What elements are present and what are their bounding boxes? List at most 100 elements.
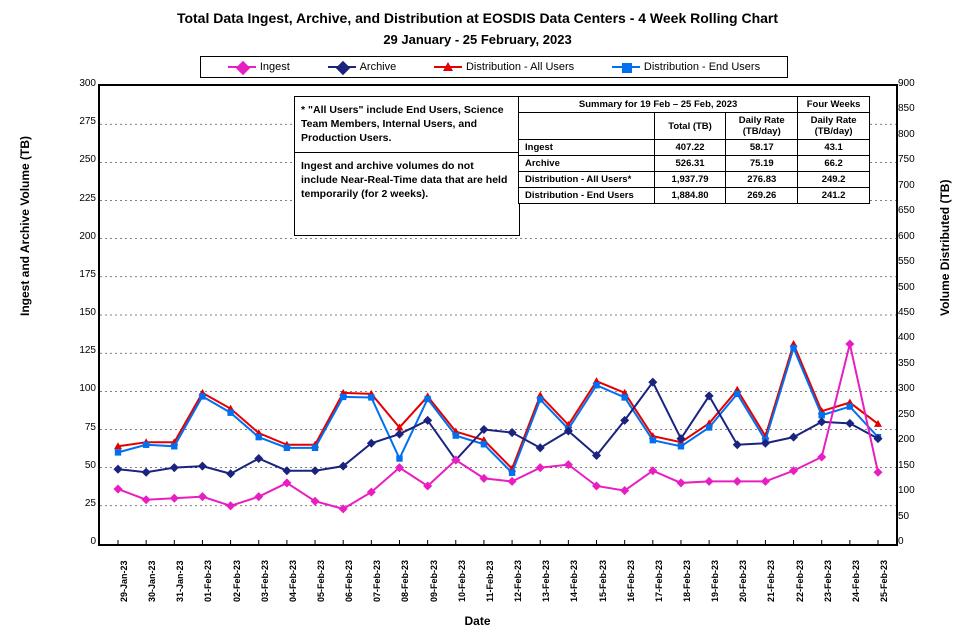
y-tick-left: 275	[60, 116, 96, 127]
x-axis-label: Date	[0, 614, 955, 628]
x-tick: 21-Feb-23	[766, 560, 776, 602]
x-tick: 07-Feb-23	[372, 560, 382, 602]
x-tick: 20-Feb-23	[738, 560, 748, 602]
summary-cell: Distribution - All Users*	[519, 172, 655, 188]
y-tick-left: 75	[60, 422, 96, 433]
x-tick: 22-Feb-23	[795, 560, 805, 602]
summary-row: Archive526.3175.1966.2	[519, 156, 870, 172]
x-tick: 25-Feb-23	[879, 560, 889, 602]
y-tick-left: 125	[60, 345, 96, 356]
y-tick-left: 150	[60, 307, 96, 318]
y-tick-right: 900	[898, 78, 934, 89]
summary-cell: 43.1	[798, 140, 870, 156]
y-tick-left: 0	[60, 536, 96, 547]
x-tick: 08-Feb-23	[400, 560, 410, 602]
summary-cell: 75.19	[726, 156, 798, 172]
x-tick: 12-Feb-23	[513, 560, 523, 602]
x-tick: 15-Feb-23	[598, 560, 608, 602]
legend-item: Distribution - All Users	[434, 61, 574, 73]
x-tick: 01-Feb-23	[203, 560, 213, 602]
x-tick: 30-Jan-23	[147, 560, 157, 602]
chart-title-2: 29 January - 25 February, 2023	[0, 32, 955, 47]
y-tick-right: 250	[898, 409, 934, 420]
y-tick-right: 700	[898, 180, 934, 191]
x-tick: 29-Jan-23	[119, 560, 129, 602]
chart-container: Total Data Ingest, Archive, and Distribu…	[0, 0, 955, 642]
x-tick: 11-Feb-23	[485, 560, 495, 602]
legend-item: Distribution - End Users	[612, 61, 760, 73]
summary-row: Ingest407.2258.1743.1	[519, 140, 870, 156]
summary-cell: Distribution - End Users	[519, 188, 655, 204]
y-tick-left: 100	[60, 383, 96, 394]
summary-col: Daily Rate (TB/day)	[726, 113, 798, 140]
y-axis-left: 0255075100125150175200225250275300	[60, 84, 96, 542]
y-tick-left: 200	[60, 231, 96, 242]
x-tick: 18-Feb-23	[682, 560, 692, 602]
legend-label: Archive	[360, 61, 397, 73]
x-tick: 14-Feb-23	[569, 560, 579, 602]
legend-label: Distribution - All Users	[466, 61, 574, 73]
summary-header: Summary for 19 Feb – 25 Feb, 2023	[519, 97, 798, 113]
y-axis-left-label: Ingest and Archive Volume (TB)	[18, 136, 32, 316]
y-axis-right: 0501001502002503003504004505005506006507…	[898, 84, 934, 542]
y-tick-right: 850	[898, 103, 934, 114]
summary-cell: 1,937.79	[654, 172, 726, 188]
summary-col: Daily Rate (TB/day)	[798, 113, 870, 140]
x-tick: 16-Feb-23	[626, 560, 636, 602]
y-tick-left: 225	[60, 193, 96, 204]
footnote-box: * "All Users" include End Users, Science…	[294, 96, 520, 236]
y-tick-right: 400	[898, 332, 934, 343]
y-tick-left: 250	[60, 154, 96, 165]
summary-cell: 58.17	[726, 140, 798, 156]
x-tick: 06-Feb-23	[344, 560, 354, 602]
legend-label: Distribution - End Users	[644, 61, 760, 73]
footnote-1: * "All Users" include End Users, Science…	[301, 103, 513, 146]
summary-cell: 1,884.80	[654, 188, 726, 204]
y-tick-left: 300	[60, 78, 96, 89]
y-tick-right: 150	[898, 460, 934, 471]
y-tick-right: 800	[898, 129, 934, 140]
y-tick-right: 350	[898, 358, 934, 369]
legend: Ingest Archive Distribution - All Users Dis…	[200, 56, 788, 78]
y-tick-right: 550	[898, 256, 934, 267]
x-tick: 03-Feb-23	[260, 560, 270, 602]
x-tick: 10-Feb-23	[457, 560, 467, 602]
legend-item: Archive	[328, 61, 397, 73]
y-tick-right: 500	[898, 282, 934, 293]
y-tick-left: 25	[60, 498, 96, 509]
summary-row: Distribution - End Users1,884.80269.2624…	[519, 188, 870, 204]
y-tick-right: 100	[898, 485, 934, 496]
y-axis-right-label: Volume Distributed (TB)	[938, 180, 952, 316]
x-tick: 19-Feb-23	[710, 560, 720, 602]
x-tick: 02-Feb-23	[232, 560, 242, 602]
summary-four-weeks-header: Four Weeks	[798, 97, 870, 113]
summary-col: Total (TB)	[654, 113, 726, 140]
y-tick-left: 175	[60, 269, 96, 280]
x-tick: 13-Feb-23	[541, 560, 551, 602]
summary-cell: Archive	[519, 156, 655, 172]
legend-label: Ingest	[260, 61, 290, 73]
y-tick-right: 0	[898, 536, 934, 547]
summary-cell: 526.31	[654, 156, 726, 172]
x-tick: 05-Feb-23	[316, 560, 326, 602]
y-tick-left: 50	[60, 460, 96, 471]
x-tick: 09-Feb-23	[429, 560, 439, 602]
y-tick-right: 450	[898, 307, 934, 318]
legend-item: Ingest	[228, 61, 290, 73]
x-tick: 04-Feb-23	[288, 560, 298, 602]
x-tick: 24-Feb-23	[851, 560, 861, 602]
y-tick-right: 750	[898, 154, 934, 165]
chart-title-1: Total Data Ingest, Archive, and Distribu…	[0, 10, 955, 26]
footnote-2: Ingest and archive volumes do not includ…	[301, 159, 513, 202]
summary-row: Distribution - All Users*1,937.79276.832…	[519, 172, 870, 188]
x-tick: 23-Feb-23	[823, 560, 833, 602]
y-tick-right: 300	[898, 383, 934, 394]
x-tick: 31-Jan-23	[175, 560, 185, 602]
y-tick-right: 600	[898, 231, 934, 242]
summary-col	[519, 113, 655, 140]
summary-cell: 66.2	[798, 156, 870, 172]
y-tick-right: 650	[898, 205, 934, 216]
summary-table: Summary for 19 Feb – 25 Feb, 2023 Four W…	[518, 96, 870, 204]
summary-cell: 241.2	[798, 188, 870, 204]
summary-cell: 407.22	[654, 140, 726, 156]
